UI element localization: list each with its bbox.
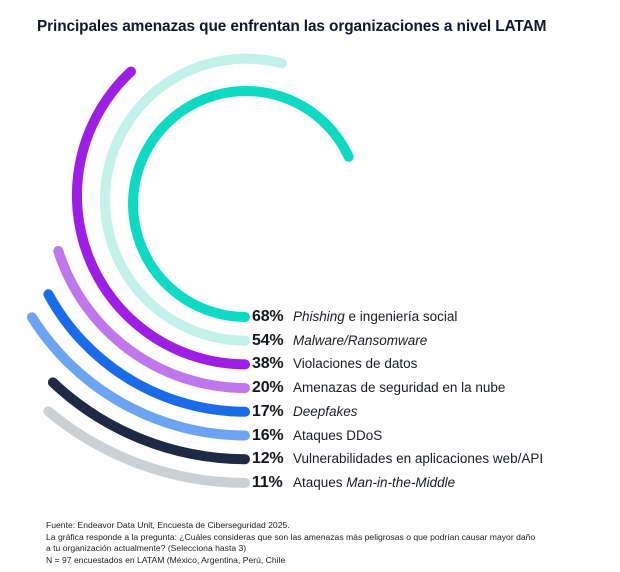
legend-percent: 54%	[252, 331, 284, 349]
legend-label: Violaciones de datos	[293, 354, 417, 374]
legend-label: Ataques DDoS	[293, 426, 382, 446]
legend-label: Ataques Man-in-the-Middle	[293, 473, 455, 493]
legend-percent: 11%	[252, 473, 283, 491]
arc-ataques-ddos	[26, 312, 250, 441]
legend-label: Malware/Ransomware	[293, 331, 427, 351]
footnote-source: Fuente: Endeavor Data Unit, Encuesta de …	[46, 520, 290, 530]
arc-vulnerabilidades-en-aplicaciones-web-api	[47, 377, 250, 465]
legend-label: Deepfakes	[293, 402, 358, 422]
legend-label-segment: e ingeniería social	[344, 309, 458, 324]
legend-item-violaciones-de-datos: 38% Violaciones de datos	[252, 354, 417, 374]
legend-item-ataques-ddos: 16% Ataques DDoS	[252, 426, 382, 446]
legend-label-segment: Ataques DDoS	[293, 427, 383, 443]
chart-title: Principales amenazas que enfrentan las o…	[37, 18, 547, 35]
legend-percent: 38%	[252, 355, 284, 373]
legend-percent: 12%	[252, 450, 284, 468]
footnotes: Fuente: Endeavor Data Unit, Encuesta de …	[46, 520, 538, 567]
legend-item-amenazas-de-seguridad-en-la-nube: 20% Amenazas de seguridad en la nube	[252, 378, 505, 398]
arc-phishing-e-ingenier-a-social	[128, 86, 354, 322]
legend-item-vulnerabilidades-en-aplicaciones-web-api: 12% Vulnerabilidades en aplicaciones web/…	[252, 449, 543, 469]
footnote-sample: N = 97 encuestados en LATAM (México, Arg…	[46, 555, 286, 566]
legend-percent: 20%	[252, 379, 284, 397]
legend-label-segment: Violaciones de datos	[293, 356, 418, 372]
arc-ataques-man-in-the-middle	[43, 406, 250, 488]
legend-item-phishing-e-ingenier-a-social: 68% Phishing e ingeniería social	[252, 307, 457, 327]
footnote-question: La gráfica responde a la pregunta: ¿Cuál…	[46, 531, 536, 554]
legend-label: Phishing e ingeniería social	[293, 307, 457, 327]
legend-label: Amenazas de seguridad en la nube	[293, 378, 505, 398]
legend-label-italic-segment: Man-in-the-Middle	[346, 474, 456, 490]
legend-label-italic-segment: Phishing	[293, 309, 345, 324]
arc-malware-ransomware	[99, 53, 287, 346]
arc-deepfakes	[43, 289, 250, 417]
legend-label-italic-segment: Deepfakes	[293, 403, 358, 419]
legend-label-segment: Ataques	[293, 474, 347, 490]
legend-percent: 16%	[252, 426, 284, 444]
legend-label-segment: Amenazas de seguridad en la nube	[293, 380, 506, 396]
legend-item-ataques-man-in-the-middle: 11% Ataques Man-in-the-Middle	[252, 473, 455, 493]
legend-label-italic-segment: Malware/Ransomware	[293, 332, 428, 348]
arc-violaciones-de-datos	[71, 66, 250, 370]
legend-label: Vulnerabilidades en aplicaciones web/API	[293, 449, 543, 469]
legend-percent: 68%	[252, 308, 284, 325]
legend-percent: 17%	[252, 402, 284, 420]
legend-item-deepfakes: 17% Deepfakes	[252, 402, 358, 422]
legend-item-malware-ransomware: 54% Malware/Ransomware	[252, 331, 427, 351]
legend-label-segment: Vulnerabilidades en aplicaciones web/API	[293, 451, 544, 467]
arc-amenazas-de-seguridad-en-la-nube	[53, 246, 250, 394]
